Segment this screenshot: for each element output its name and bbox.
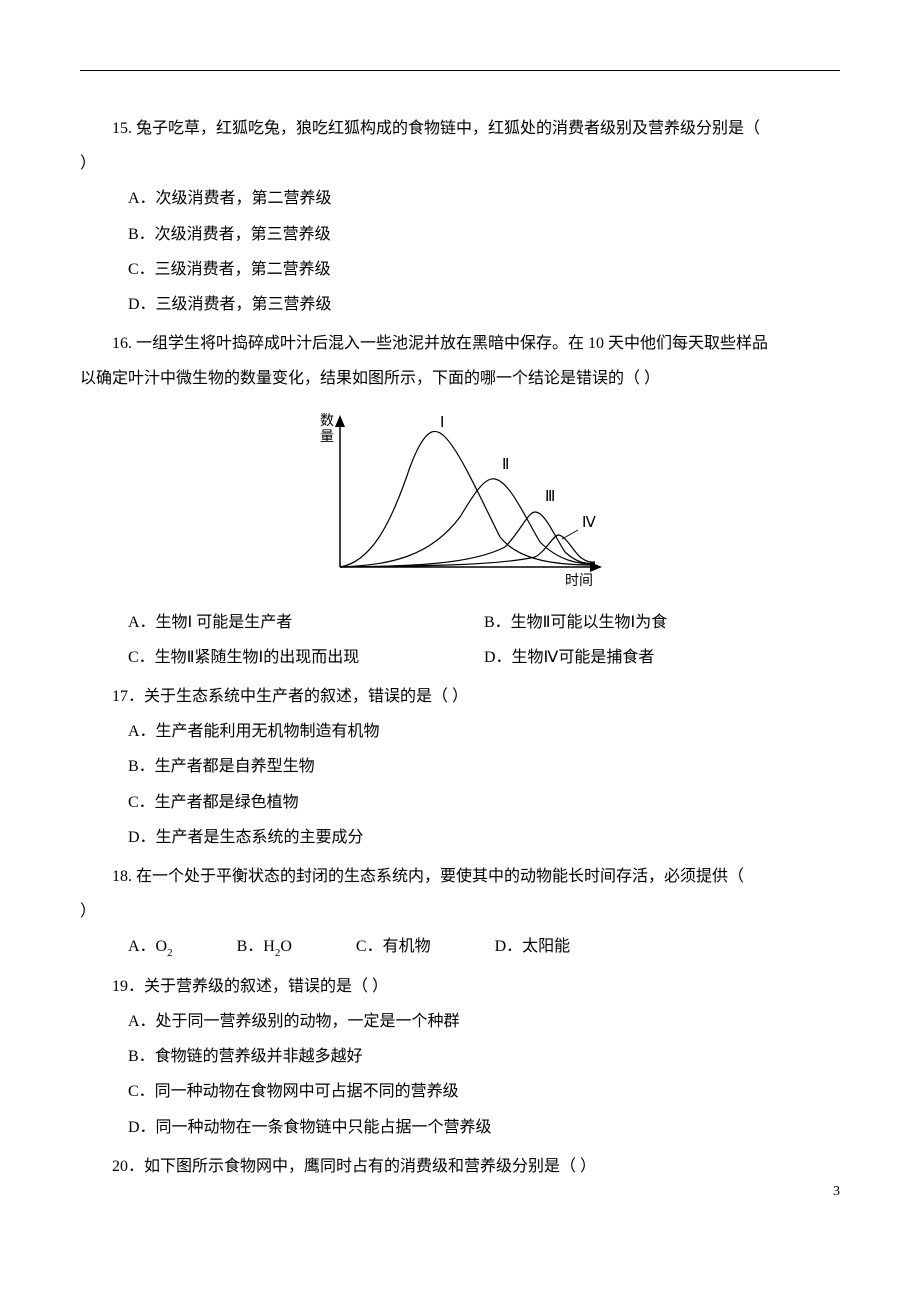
q20-number: 20． (112, 1158, 144, 1175)
q16-option-a: A．生物Ⅰ 可能是生产者 (128, 605, 484, 640)
horizontal-rule (80, 70, 840, 71)
q20-stem: 20．如下图所示食物网中，鹰同时占有的消费级和营养级分别是（ ） (80, 1149, 840, 1184)
q15-option-c: C．三级消费者，第二营养级 (80, 252, 840, 287)
q17-stem: 17．关于生态系统中生产者的叙述，错误的是（ ） (80, 679, 840, 714)
question-17: 17．关于生态系统中生产者的叙述，错误的是（ ） A．生产者能利用无机物制造有机… (80, 679, 840, 855)
q18-a-pre: A．O (128, 929, 167, 964)
q19-option-d: D．同一种动物在一条食物链中只能占据一个营养级 (80, 1110, 840, 1145)
svg-text:Ⅲ: Ⅲ (545, 489, 555, 505)
q15-option-a: A．次级消费者，第二营养级 (80, 181, 840, 216)
q16-option-d: D．生物Ⅳ可能是捕食者 (484, 640, 840, 675)
q15-close-paren: ） (80, 146, 840, 181)
svg-text:Ⅳ: Ⅳ (582, 515, 596, 531)
q17-option-c: C．生产者都是绿色植物 (80, 785, 840, 820)
q18-option-c: C．有机物 (356, 929, 431, 964)
q16-text1: 一组学生将叶捣碎成叶汁后混入一些池泥并放在黑暗中保存。在 10 天中他们每天取些… (136, 335, 768, 352)
q20-text: 如下图所示食物网中，鹰同时占有的消费级和营养级分别是（ ） (144, 1158, 596, 1175)
question-18: 18. 在一个处于平衡状态的封闭的生态系统内，要使其中的动物能长时间存活，必须提… (80, 859, 840, 965)
q16-stem-line2: 以确定叶汁中微生物的数量变化，结果如图所示，下面的哪一个结论是错误的（ ） (80, 361, 840, 396)
q17-option-b: B．生产者都是自养型生物 (80, 749, 840, 784)
q18-number: 18. (112, 868, 136, 885)
q17-number: 17． (112, 688, 144, 705)
q18-options: A．O2 B．H2O C．有机物 D．太阳能 (80, 929, 840, 964)
q19-text: 关于营养级的叙述，错误的是（ ） (144, 978, 388, 995)
question-15: 15. 兔子吃草，红狐吃兔，狼吃红狐构成的食物链中，红狐处的消费者级别及营养级分… (80, 111, 840, 322)
q15-option-d: D．三级消费者，第三营养级 (80, 287, 840, 322)
q19-stem: 19．关于营养级的叙述，错误的是（ ） (80, 969, 840, 1004)
q16-options-row2: C．生物Ⅱ紧随生物Ⅰ的出现而出现 D．生物Ⅳ可能是捕食者 (80, 640, 840, 675)
q18-b-pre: B．H (237, 929, 275, 964)
q18-option-b: B．H2O (237, 929, 292, 964)
q16-option-c: C．生物Ⅱ紧随生物Ⅰ的出现而出现 (128, 640, 484, 675)
svg-text:数: 数 (320, 413, 334, 429)
q17-option-d: D．生产者是生态系统的主要成分 (80, 820, 840, 855)
q18-close-paren: ） (80, 894, 840, 929)
q15-option-b: B．次级消费者，第三营养级 (80, 217, 840, 252)
q17-option-a: A．生产者能利用无机物制造有机物 (80, 714, 840, 749)
question-19: 19．关于营养级的叙述，错误的是（ ） A．处于同一营养级别的动物，一定是一个种… (80, 969, 840, 1145)
q18-option-a: A．O2 (128, 929, 173, 964)
svg-text:量: 量 (320, 429, 334, 445)
q19-number: 19． (112, 978, 144, 995)
population-curve-chart: Ⅰ Ⅱ Ⅲ Ⅳ 数量时间 (310, 407, 610, 587)
q16-number: 16. (112, 335, 136, 352)
q19-option-c: C．同一种动物在食物网中可占据不同的营养级 (80, 1074, 840, 1109)
q19-option-a: A．处于同一营养级别的动物，一定是一个种群 (80, 1004, 840, 1039)
q16-stem-line1: 16. 一组学生将叶捣碎成叶汁后混入一些池泥并放在黑暗中保存。在 10 天中他们… (80, 326, 840, 361)
page-number: 3 (833, 1177, 840, 1208)
q16-options-row1: A．生物Ⅰ 可能是生产者 B．生物Ⅱ可能以生物Ⅰ为食 (80, 605, 840, 640)
q18-text: 在一个处于平衡状态的封闭的生态系统内，要使其中的动物能长时间存活，必须提供（ (136, 868, 744, 885)
q17-text: 关于生态系统中生产者的叙述，错误的是（ ） (144, 688, 468, 705)
svg-text:Ⅱ: Ⅱ (502, 457, 509, 473)
q18-b-post: O (280, 929, 292, 964)
q16-option-b: B．生物Ⅱ可能以生物Ⅰ为食 (484, 605, 840, 640)
q18-option-d: D．太阳能 (495, 929, 571, 964)
q18-stem: 18. 在一个处于平衡状态的封闭的生态系统内，要使其中的动物能长时间存活，必须提… (80, 859, 840, 894)
question-16: 16. 一组学生将叶捣碎成叶汁后混入一些池泥并放在黑暗中保存。在 10 天中他们… (80, 326, 840, 675)
question-20: 20．如下图所示食物网中，鹰同时占有的消费级和营养级分别是（ ） (80, 1149, 840, 1184)
svg-text:时间: 时间 (565, 573, 593, 587)
q15-text: 兔子吃草，红狐吃兔，狼吃红狐构成的食物链中，红狐处的消费者级别及营养级分别是（ (136, 120, 760, 137)
q16-chart: Ⅰ Ⅱ Ⅲ Ⅳ 数量时间 (80, 407, 840, 600)
q15-stem: 15. 兔子吃草，红狐吃兔，狼吃红狐构成的食物链中，红狐处的消费者级别及营养级分… (80, 111, 840, 146)
q18-a-sub: 2 (167, 941, 173, 965)
q15-number: 15. (112, 120, 136, 137)
svg-text:Ⅰ: Ⅰ (440, 415, 444, 431)
q19-option-b: B．食物链的营养级并非越多越好 (80, 1039, 840, 1074)
